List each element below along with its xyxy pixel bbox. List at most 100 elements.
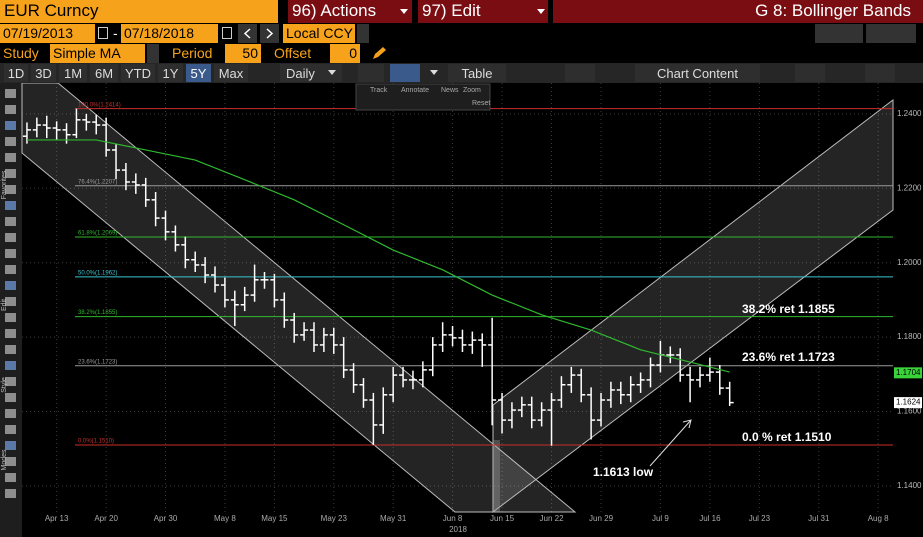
x-tick-label: Apr 30 bbox=[154, 514, 178, 523]
tool-icon bbox=[5, 489, 16, 498]
tool-icon bbox=[5, 441, 16, 450]
level-label: 76.4%(1.2207) bbox=[78, 179, 117, 185]
tool-icon bbox=[5, 121, 16, 130]
range-button[interactable]: 5Y bbox=[186, 64, 211, 82]
tool[interactable]: Annotate bbox=[401, 87, 429, 94]
tool-icon bbox=[5, 393, 16, 402]
sidebar bbox=[0, 83, 22, 537]
calendar-icon[interactable] bbox=[98, 27, 108, 39]
y-tick-label: 1.2400 bbox=[897, 109, 922, 118]
chart-content[interactable]: Chart Content bbox=[635, 64, 760, 82]
x-tick-label: Aug 8 bbox=[868, 514, 889, 523]
range-button[interactable]: 6M bbox=[90, 64, 118, 82]
range-button[interactable]: 3D bbox=[31, 64, 56, 82]
x-tick-label: May 23 bbox=[321, 514, 348, 523]
x-tick-label: Jul 9 bbox=[652, 514, 669, 523]
study[interactable]: Simple MA bbox=[50, 44, 145, 63]
tool[interactable]: Reset bbox=[472, 100, 490, 107]
study-label: Study bbox=[3, 45, 39, 61]
x-tick-label: May 31 bbox=[380, 514, 407, 523]
redo-button[interactable] bbox=[866, 24, 916, 43]
study-dropdown[interactable] bbox=[147, 44, 159, 63]
edit-menu[interactable]: 97) Edit bbox=[418, 0, 548, 23]
settings-icon[interactable] bbox=[865, 64, 895, 82]
tool-icon bbox=[5, 89, 16, 98]
chart-tools bbox=[355, 83, 491, 111]
tool-icon bbox=[5, 201, 16, 210]
currency[interactable]: Local CCY bbox=[283, 24, 355, 43]
tool-icon bbox=[5, 185, 16, 194]
actions-menu[interactable]: 96) Actions bbox=[288, 0, 412, 23]
x-tick-label: Jul 16 bbox=[699, 514, 721, 523]
start-date[interactable]: 07/19/2013 bbox=[0, 24, 95, 43]
range-button[interactable]: YTD bbox=[121, 64, 155, 82]
range-button[interactable]: Max bbox=[214, 64, 248, 82]
annotation: 0.0 % ret 1.1510 bbox=[742, 430, 832, 444]
range-button[interactable]: 1M bbox=[59, 64, 87, 82]
tool[interactable]: Track bbox=[370, 87, 388, 94]
sidebar-label: Modes bbox=[1, 449, 8, 471]
sidebar-icons: Favorites Edit Style Modes bbox=[1, 89, 16, 498]
x-tick-label: Apr 20 bbox=[94, 514, 118, 523]
moving-average bbox=[26, 139, 730, 373]
end-date[interactable]: 07/18/2018 bbox=[121, 24, 218, 43]
x-tick-label: Jun 8 bbox=[443, 514, 463, 523]
level-label: 100.0%(1.2414) bbox=[78, 102, 121, 108]
tool-icon bbox=[5, 105, 16, 114]
x-tick-label: May 15 bbox=[261, 514, 288, 523]
tool-icon bbox=[5, 233, 16, 242]
level-label: 0.0%(1.1510) bbox=[78, 439, 114, 445]
y-tick-label: 1.1800 bbox=[897, 332, 922, 341]
last-value-label: 1.1624 bbox=[896, 398, 921, 407]
offset[interactable]: 0 bbox=[330, 44, 360, 63]
level-label: 50.0%(1.1962) bbox=[78, 270, 117, 276]
calendar-icon[interactable] bbox=[222, 27, 232, 39]
table-button[interactable]: Table bbox=[448, 64, 506, 82]
period-arrows[interactable] bbox=[238, 24, 280, 43]
security[interactable]: EUR Curncy bbox=[0, 0, 278, 23]
period[interactable]: 50 bbox=[225, 44, 261, 63]
line-icon[interactable] bbox=[358, 64, 384, 82]
dropdown-arrow bbox=[400, 9, 408, 14]
tool-icon bbox=[5, 345, 16, 354]
last-value-label: 1.1704 bbox=[896, 368, 921, 377]
dropdown-arrow bbox=[328, 70, 336, 75]
dropdown-arrow bbox=[537, 9, 545, 14]
tool-icon bbox=[5, 281, 16, 290]
annotation: 38.2% ret 1.1855 bbox=[742, 302, 835, 316]
edit-icon[interactable] bbox=[795, 64, 825, 82]
function-title: G 8: Bollinger Bands bbox=[553, 0, 923, 23]
last-value-tag bbox=[894, 397, 922, 409]
x-tick-label: Jun 15 bbox=[490, 514, 515, 523]
tool-icon bbox=[5, 217, 16, 226]
level-label: 23.6%(1.1723) bbox=[78, 359, 117, 365]
annotation: 23.6% ret 1.1723 bbox=[742, 350, 835, 364]
sidebar-label: Style bbox=[1, 377, 8, 393]
level-label: 38.2%(1.1855) bbox=[78, 310, 117, 316]
x-tick-label: Jul 31 bbox=[808, 514, 830, 523]
tool-icon bbox=[5, 457, 16, 466]
tool[interactable]: Zoom bbox=[463, 87, 481, 94]
highlight-strip bbox=[493, 440, 500, 512]
year-label: 2018 bbox=[449, 525, 467, 534]
pencil-icon[interactable] bbox=[370, 45, 388, 62]
bar-icon[interactable] bbox=[390, 64, 420, 82]
date-separator: - bbox=[113, 25, 118, 41]
tool-icon bbox=[5, 153, 16, 162]
tool-icon bbox=[5, 377, 16, 386]
range-button[interactable]: 1D bbox=[4, 64, 28, 82]
tool-icon bbox=[5, 425, 16, 434]
y-tick-label: 1.1400 bbox=[897, 481, 922, 490]
offset-label: Offset bbox=[274, 45, 312, 61]
collapse-button[interactable] bbox=[565, 64, 595, 82]
undo-button[interactable] bbox=[815, 24, 863, 43]
range-button[interactable]: 1Y bbox=[158, 64, 183, 82]
tool[interactable]: News bbox=[441, 87, 459, 94]
frequency[interactable]: Daily bbox=[280, 64, 342, 82]
tool-icon bbox=[5, 409, 16, 418]
y-tick-label: 1.2200 bbox=[897, 183, 922, 192]
currency-dropdown[interactable] bbox=[357, 24, 369, 43]
tool-icon bbox=[5, 137, 16, 146]
annotation: 1.1613 low bbox=[593, 465, 654, 479]
